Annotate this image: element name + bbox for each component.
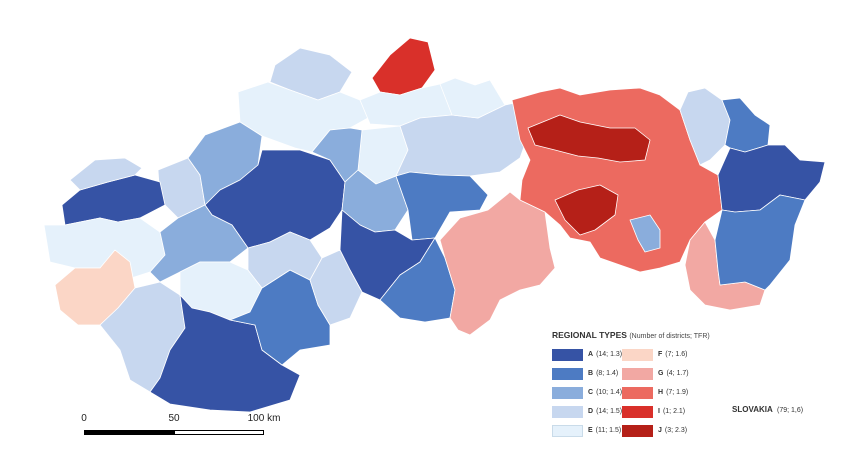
- legend-code-d: D: [588, 408, 594, 415]
- district-type-c-30: [629, 214, 661, 253]
- legend-label-e: E (11; 1.5): [588, 427, 621, 434]
- legend-value-e: (11; 1.5): [595, 427, 622, 434]
- legend-item-e: E (11; 1.5): [552, 421, 622, 440]
- legend-label-h: H (7; 1.9): [658, 389, 688, 396]
- district-type-b-33: [721, 97, 771, 153]
- legend-value-b: (8; 1.4): [596, 370, 619, 377]
- legend-column-right: F (7; 1.6) G (4; 1.7) H (7; 1.9) I (1; 2.1) …: [622, 345, 689, 440]
- legend-item-b: B (8; 1.4): [552, 364, 622, 383]
- scale-tick-50: 50: [168, 413, 180, 424]
- scale-bar: 0 50 100 km: [81, 413, 280, 443]
- district-type-c-12: [311, 127, 363, 183]
- legend-label-j: J (3; 2.3): [658, 427, 687, 434]
- legend-title-text: REGIONAL TYPES: [552, 330, 627, 340]
- legend-swatch-j: [622, 424, 653, 437]
- legend-item-j: J (3; 2.3): [622, 421, 689, 440]
- legend-item-a: A (14; 1.3): [552, 345, 622, 364]
- legend-swatch-a: [552, 348, 583, 361]
- legend-swatch-g: [622, 367, 653, 380]
- legend-title: REGIONAL TYPES (Number of districts; TFR…: [552, 330, 710, 340]
- legend-item-i: I (1; 2.1): [622, 402, 689, 421]
- legend-label-d: D (14; 1.5): [588, 408, 622, 415]
- country-value: (79; 1,6): [776, 407, 804, 414]
- legend-value-f: (7; 1.6): [665, 351, 688, 358]
- district-type-d-9: [69, 157, 143, 191]
- legend-swatch-d: [552, 405, 583, 418]
- legend-label-g: G (4; 1.7): [658, 370, 689, 377]
- legend-code-h: H: [658, 389, 664, 396]
- district-type-e-2: [237, 81, 369, 153]
- legend-item-d: D (14; 1.5): [552, 402, 622, 421]
- country-name: SLOVAKIA: [732, 405, 773, 414]
- legend-code-b: B: [588, 370, 594, 377]
- legend-value-c: (10; 1.4): [596, 389, 623, 396]
- legend-item-h: H (7; 1.9): [622, 383, 689, 402]
- legend-label-a: A (14; 1.3): [588, 351, 622, 358]
- legend-value-j: (3; 2.3): [664, 427, 688, 434]
- legend-label-i: I (1; 2.1): [658, 408, 685, 415]
- district-type-g-26: [439, 191, 556, 336]
- legend-label-c: C (10; 1.4): [588, 389, 622, 396]
- scale-segment-white: [174, 430, 264, 435]
- country-total-label: SLOVAKIA (79; 1,6): [732, 405, 803, 414]
- district-regions: [43, 37, 826, 413]
- legend-swatch-i: [622, 405, 653, 418]
- scale-segment-black: [84, 430, 174, 435]
- legend-code-g: G: [658, 370, 664, 377]
- legend-subtitle: (Number of districts; TFR): [629, 333, 710, 340]
- legend-swatch-c: [552, 386, 583, 399]
- legend-column-left: A (14; 1.3) B (8; 1.4) C (10; 1.4) D (14; 1.…: [552, 345, 622, 440]
- legend-swatch-h: [622, 386, 653, 399]
- legend-code-f: F: [658, 351, 663, 358]
- legend-value-i: (1; 2.1): [662, 408, 686, 415]
- district-type-e-6: [439, 77, 506, 119]
- legend-item-g: G (4; 1.7): [622, 364, 689, 383]
- district-type-j-29: [554, 184, 619, 236]
- legend-code-i: I: [658, 408, 660, 415]
- legend-item-c: C (10; 1.4): [552, 383, 622, 402]
- district-type-b-14: [395, 171, 489, 241]
- legend-value-h: (7; 1.9): [666, 389, 689, 396]
- legend-swatch-b: [552, 367, 583, 380]
- legend-code-j: J: [658, 427, 662, 434]
- legend-code-e: E: [588, 427, 593, 434]
- district-type-d-25: [309, 249, 363, 326]
- legend-value-g: (4; 1.7): [666, 370, 689, 377]
- legend-swatch-f: [622, 348, 653, 361]
- legend-item-f: F (7; 1.6): [622, 345, 689, 364]
- district-type-j-28: [527, 114, 651, 163]
- legend-swatch-e: [552, 424, 583, 437]
- legend-label-b: B (8; 1.4): [588, 370, 618, 377]
- district-type-b-35: [714, 194, 806, 291]
- legend-value-d: (14; 1.5): [596, 408, 623, 415]
- legend-code-a: A: [588, 351, 594, 358]
- district-type-i-1: [371, 37, 436, 96]
- legend-label-f: F (7; 1.6): [658, 351, 687, 358]
- scale-tick-100: 100 km: [247, 413, 281, 424]
- legend-value-a: (14; 1.3): [596, 351, 623, 358]
- legend-code-c: C: [588, 389, 594, 396]
- scale-tick-0: 0: [81, 413, 87, 424]
